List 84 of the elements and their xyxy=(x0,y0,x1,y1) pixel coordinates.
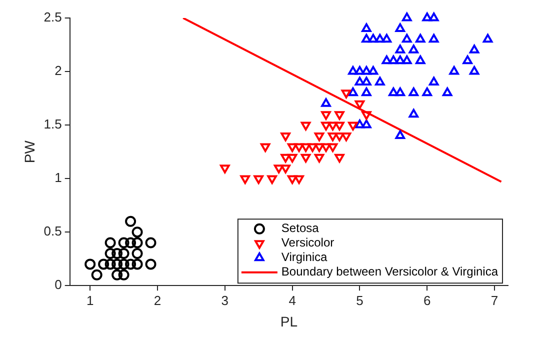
legend-label: Boundary between Versicolor & Virginica xyxy=(281,264,498,279)
point xyxy=(395,55,406,64)
point xyxy=(428,12,439,22)
point xyxy=(415,34,426,43)
point xyxy=(104,258,116,270)
point xyxy=(112,258,123,270)
y-axis-title: PW xyxy=(21,140,38,164)
point xyxy=(482,34,493,43)
point xyxy=(98,258,110,270)
point xyxy=(132,248,143,259)
point xyxy=(125,237,136,248)
x-tick-label: 3 xyxy=(221,292,229,308)
point xyxy=(132,237,143,248)
point xyxy=(422,87,432,96)
point xyxy=(354,66,365,75)
point xyxy=(125,216,136,227)
y-tick-label: 2 xyxy=(54,63,62,78)
point xyxy=(469,44,480,54)
point xyxy=(362,66,372,75)
point xyxy=(415,55,426,64)
point xyxy=(118,237,130,248)
x-tick-label: 2 xyxy=(154,292,162,308)
point xyxy=(118,248,130,259)
point xyxy=(348,66,358,75)
x-tick-label: 1 xyxy=(86,292,94,308)
point xyxy=(402,12,412,22)
x-tick-label: 4 xyxy=(288,292,296,308)
point xyxy=(428,34,439,43)
point xyxy=(395,23,406,32)
point xyxy=(84,258,96,270)
point xyxy=(368,66,378,75)
point xyxy=(362,76,372,86)
y-tick-label: 2.5 xyxy=(44,10,62,25)
point xyxy=(104,248,116,259)
point xyxy=(408,108,419,118)
y-tick-label: 0 xyxy=(54,277,62,292)
point xyxy=(145,258,156,270)
point xyxy=(402,34,412,43)
point xyxy=(402,55,412,64)
point xyxy=(362,87,372,96)
point xyxy=(362,120,372,128)
point xyxy=(382,55,392,64)
legend-label: Virginica xyxy=(281,250,328,264)
x-axis-title: PL xyxy=(280,313,298,330)
point xyxy=(422,12,432,22)
x-tick-label: 5 xyxy=(356,292,364,308)
point xyxy=(118,258,130,270)
legend-label: Setosa xyxy=(281,221,320,236)
point xyxy=(321,98,331,107)
point xyxy=(112,269,123,280)
point xyxy=(104,237,116,248)
point xyxy=(368,34,378,43)
y-tick-label: 1 xyxy=(54,170,62,186)
point xyxy=(362,34,372,43)
x-tick-label: 7 xyxy=(490,292,498,308)
point xyxy=(428,76,439,86)
point xyxy=(132,258,143,270)
point xyxy=(449,66,459,75)
point xyxy=(382,34,392,43)
point xyxy=(348,87,358,96)
point xyxy=(462,55,472,64)
y-tick-label: 1.5 xyxy=(44,116,62,132)
point xyxy=(408,44,419,54)
point xyxy=(145,237,156,248)
point xyxy=(395,130,406,139)
point xyxy=(442,87,452,96)
point xyxy=(388,87,398,96)
point xyxy=(112,248,123,259)
point xyxy=(395,87,406,96)
point xyxy=(118,269,130,280)
point xyxy=(354,120,365,128)
point xyxy=(375,76,385,86)
point xyxy=(388,55,398,64)
y-tick-label: 0.5 xyxy=(44,224,62,239)
point xyxy=(125,258,136,270)
legend-label: Versicolor xyxy=(281,236,334,250)
point xyxy=(408,87,419,96)
point xyxy=(469,66,480,75)
point xyxy=(91,269,102,280)
point xyxy=(375,34,385,43)
point xyxy=(132,226,143,238)
point xyxy=(362,23,372,32)
x-tick-label: 6 xyxy=(424,292,431,308)
point xyxy=(395,44,406,54)
